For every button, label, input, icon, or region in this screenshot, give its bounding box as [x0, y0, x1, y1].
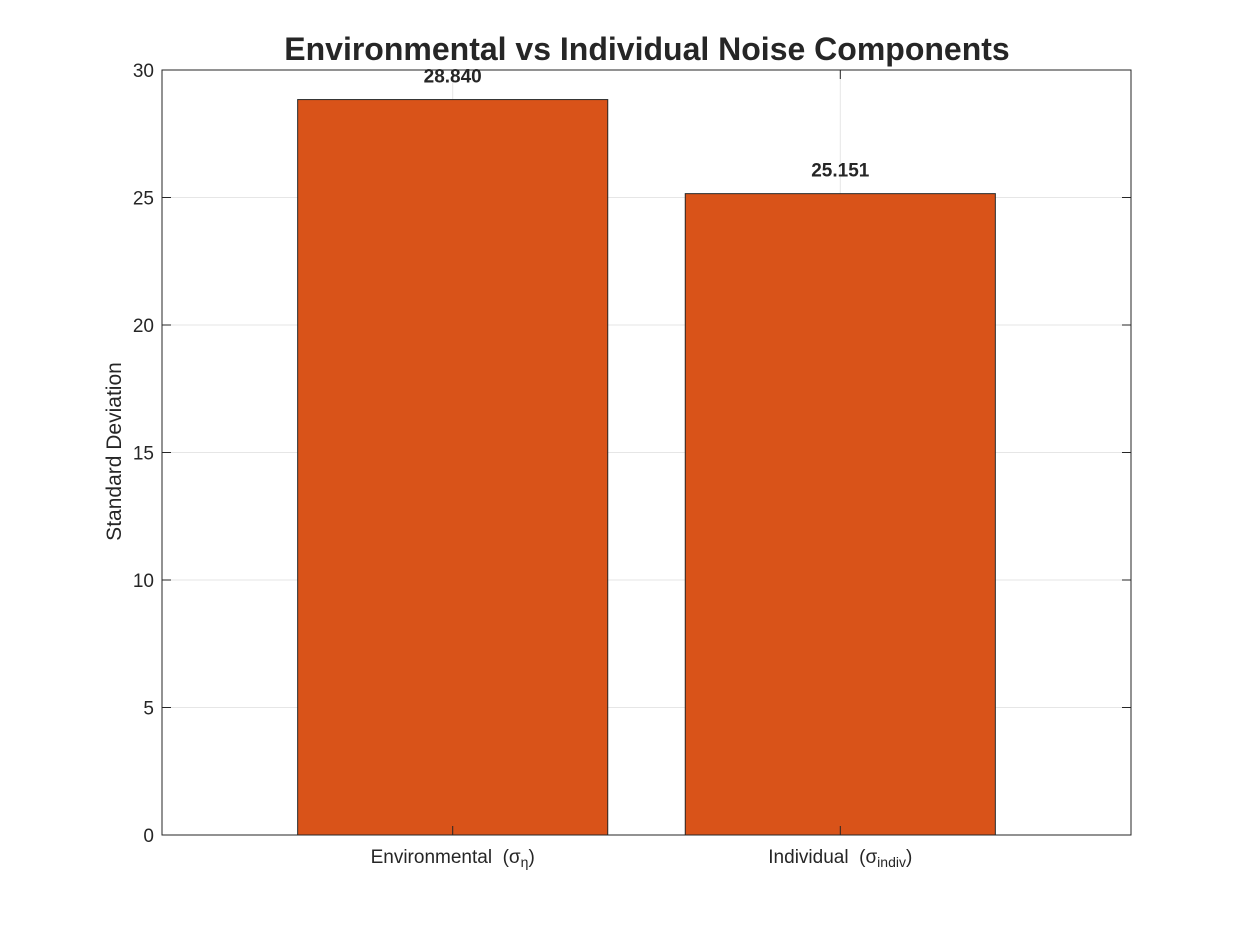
x-tick-label: Individual (σindiv) — [768, 847, 912, 870]
y-tick-label: 20 — [133, 316, 154, 337]
x-tick-labels: Environmental (ση) Individual (σindiv) — [371, 847, 913, 870]
chart-title: Environmental vs Individual Noise Compon… — [284, 31, 1009, 67]
bar-environmental — [297, 99, 609, 836]
y-tick-label: 5 — [143, 699, 154, 720]
y-tick-label: 25 — [133, 189, 154, 210]
data-label: 28.840 — [424, 67, 482, 88]
x-tick-label: Environmental (ση) — [371, 847, 535, 870]
data-labels: 28.840 25.151 — [424, 67, 870, 182]
y-tick-label: 0 — [143, 826, 154, 847]
y-tick-label: 15 — [133, 444, 154, 465]
ticks — [162, 69, 1131, 836]
y-tick-labels: 0 5 10 15 20 25 30 — [133, 61, 154, 847]
y-tick-label: 30 — [133, 61, 154, 82]
bar-individual — [684, 193, 996, 836]
bars — [297, 99, 996, 836]
y-tick-label: 10 — [133, 571, 154, 592]
y-axis-label: Standard Deviation — [103, 362, 126, 541]
data-label: 25.151 — [811, 161, 870, 182]
